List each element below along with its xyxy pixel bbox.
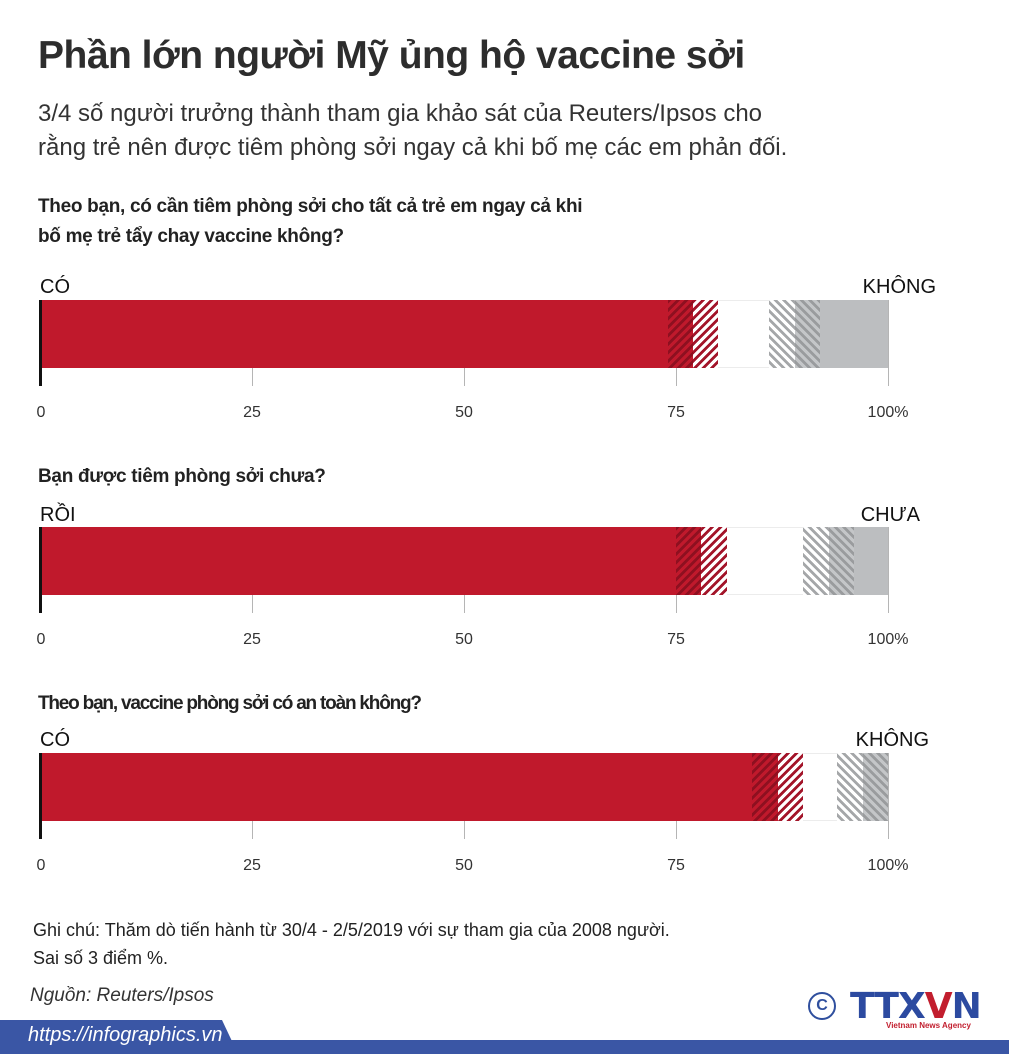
no-label: CHƯA xyxy=(860,504,920,526)
gridline-tick xyxy=(464,821,465,839)
axis-tick-label: 50 xyxy=(455,857,473,874)
chart-question: Bạn được tiêm phòng sởi chưa? xyxy=(38,462,326,492)
note-line-2: Sai số 3 điểm %. xyxy=(33,948,169,968)
yes-bar xyxy=(40,300,668,368)
axis-tick-label: 50 xyxy=(455,631,473,648)
logo-tagline: Vietnam News Agency xyxy=(886,1021,971,1030)
no-bar xyxy=(820,300,888,368)
no-label: KHÔNG xyxy=(855,729,929,751)
no-bar xyxy=(854,527,888,595)
footer-band xyxy=(0,1040,1009,1054)
gridline-tick xyxy=(676,368,677,386)
footer-tab xyxy=(0,1020,238,1054)
gridline-tick xyxy=(888,753,889,839)
gridline-tick xyxy=(888,527,889,613)
axis-tick-label: 100% xyxy=(867,857,909,874)
note-line-1: Ghi chú: Thăm dò tiến hành từ 30/4 - 2/5… xyxy=(33,920,670,940)
axis-tick-label: 75 xyxy=(667,404,685,421)
page-subtitle: 3/4 số người trưởng thành tham gia khảo … xyxy=(38,97,938,165)
gridline-tick xyxy=(252,368,253,386)
subtitle-line-1: 3/4 số người trưởng thành tham gia khảo … xyxy=(38,100,763,127)
logo-ttx: TTX xyxy=(850,986,926,1027)
no-margin-lower xyxy=(862,753,888,821)
no-margin-upper xyxy=(837,753,863,821)
axis-tick-label: 75 xyxy=(667,631,685,648)
yes-label: CÓ xyxy=(40,276,70,298)
yes-margin-lower xyxy=(667,300,693,368)
zero-axis-line xyxy=(39,527,42,613)
footer-url-link[interactable]: https://infographics.vn xyxy=(28,1024,223,1046)
axis-tick-label: 100% xyxy=(867,404,909,421)
question-line-1: Theo bạn, vaccine phòng sởi có an toàn k… xyxy=(38,693,422,714)
gridline-tick xyxy=(252,595,253,613)
chart-question: Theo bạn, có cần tiêm phòng sởi cho tất … xyxy=(38,192,583,252)
axis-tick-label: 75 xyxy=(667,857,685,874)
ttxvn-logo: C TTXVN Vietnam News Agency xyxy=(808,986,988,1034)
logo-v: V xyxy=(924,986,953,1027)
no-margin-lower xyxy=(794,300,821,368)
yes-margin-upper xyxy=(777,753,804,821)
subtitle-line-2: rằng trẻ nên được tiêm phòng sởi ngay cả… xyxy=(38,134,788,161)
zero-axis-line xyxy=(39,753,42,839)
yes-margin-lower xyxy=(752,753,778,821)
copyright-icon: C xyxy=(808,992,836,1020)
gridline-tick xyxy=(676,595,677,613)
logo-n: N xyxy=(951,986,982,1027)
question-line-1: Bạn được tiêm phòng sởi chưa? xyxy=(38,466,326,487)
gridline-tick xyxy=(888,300,889,386)
axis-tick-label: 100% xyxy=(867,631,909,648)
axis-tick-label: 0 xyxy=(36,631,46,648)
gridline-tick xyxy=(252,821,253,839)
yes-label: RỒI xyxy=(40,504,76,526)
axis-tick-label: 25 xyxy=(243,631,261,648)
yes-margin-upper xyxy=(701,527,727,595)
axis-tick-label: 50 xyxy=(455,404,473,421)
axis-tick-label: 25 xyxy=(243,404,261,421)
no-margin-lower xyxy=(828,527,855,595)
bar-plot: 0 25 50 75 100% xyxy=(37,753,908,874)
bar-plot: 0 25 50 75 100% xyxy=(37,527,908,648)
gridline-tick xyxy=(464,595,465,613)
yes-label: CÓ xyxy=(40,729,70,751)
bar-plot: 0 25 50 75 100% xyxy=(37,300,908,421)
axis-tick-label: 0 xyxy=(36,857,46,874)
yes-margin-lower xyxy=(676,527,702,595)
axis-tick-label: 0 xyxy=(36,404,46,421)
gridline-tick xyxy=(464,368,465,386)
gridline-tick xyxy=(676,821,677,839)
chart-question: Theo bạn, vaccine phòng sởi có an toàn k… xyxy=(38,689,422,719)
no-margin-upper xyxy=(769,300,795,368)
page-title: Phần lớn người Mỹ ủng hộ vaccine sởi xyxy=(38,34,745,77)
yes-bar xyxy=(40,527,676,595)
survey-note: Ghi chú: Thăm dò tiến hành từ 30/4 - 2/5… xyxy=(33,916,670,972)
axis-tick-label: 25 xyxy=(243,857,261,874)
yes-margin-upper xyxy=(692,300,719,368)
zero-axis-line xyxy=(39,300,42,386)
yes-bar xyxy=(40,753,753,821)
no-label: KHÔNG xyxy=(862,276,936,298)
question-line-1: Theo bạn, có cần tiêm phòng sởi cho tất … xyxy=(38,196,583,217)
no-margin-upper xyxy=(803,527,829,595)
source-credit: Nguồn: Reuters/Ipsos xyxy=(30,985,214,1006)
logo-wordmark: TTXVN xyxy=(850,986,982,1027)
question-line-2: bố mẹ trẻ tẩy chay vaccine không? xyxy=(38,226,344,247)
